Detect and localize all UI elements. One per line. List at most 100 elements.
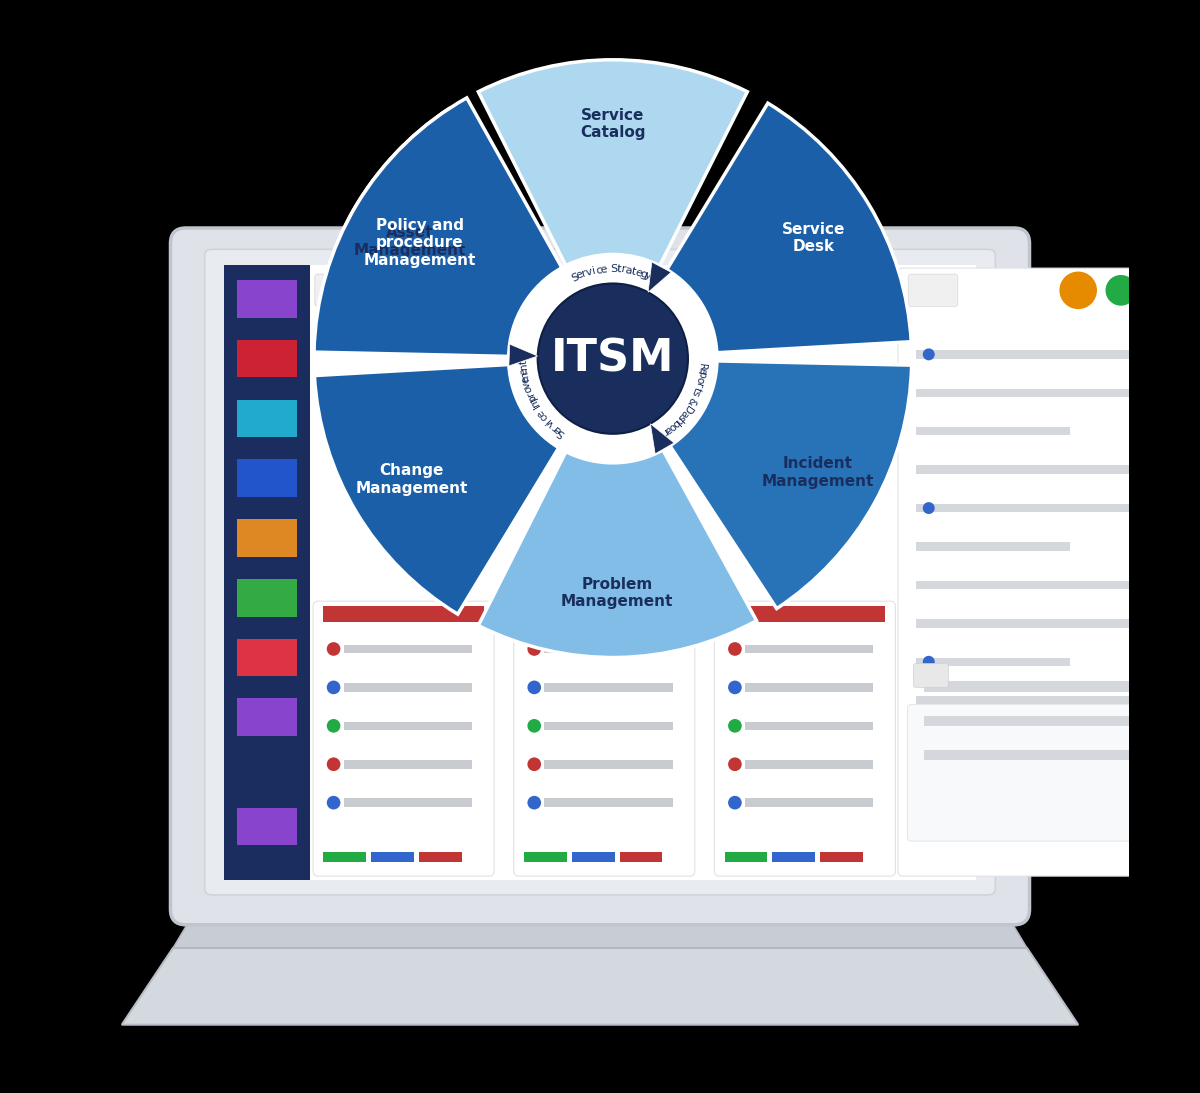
Text: e: e <box>696 367 707 375</box>
Bar <box>545 645 672 654</box>
Text: m: m <box>518 369 530 381</box>
Bar <box>238 638 296 677</box>
Text: p: p <box>695 372 707 379</box>
Bar <box>745 760 874 768</box>
Bar <box>745 721 874 730</box>
Bar <box>619 853 662 862</box>
Bar <box>323 607 484 622</box>
Text: t: t <box>692 385 703 392</box>
Wedge shape <box>479 450 756 658</box>
Text: a: a <box>678 408 690 419</box>
Bar <box>238 808 296 845</box>
Text: t: t <box>617 265 622 274</box>
Bar <box>545 760 672 768</box>
Circle shape <box>528 719 541 732</box>
Bar <box>916 427 1069 435</box>
Text: m: m <box>527 395 541 409</box>
Text: e: e <box>535 408 547 419</box>
Polygon shape <box>173 905 1027 948</box>
Circle shape <box>728 719 742 732</box>
Text: e: e <box>552 423 563 435</box>
Wedge shape <box>314 365 559 614</box>
Bar <box>238 698 296 736</box>
Text: o: o <box>666 421 677 433</box>
Text: b: b <box>668 418 680 430</box>
Text: h: h <box>672 414 684 426</box>
Circle shape <box>528 643 541 656</box>
Bar <box>545 798 672 807</box>
Text: o: o <box>695 376 706 385</box>
Text: Change
Management: Change Management <box>355 463 468 496</box>
Circle shape <box>528 796 541 810</box>
Bar <box>924 716 1164 726</box>
Bar <box>916 542 1069 551</box>
Text: Asset
Management: Asset Management <box>354 225 466 258</box>
Circle shape <box>326 796 341 810</box>
Text: i: i <box>542 415 552 424</box>
Bar <box>821 853 863 862</box>
Bar <box>545 721 672 730</box>
Wedge shape <box>314 108 556 353</box>
Text: a: a <box>662 423 673 435</box>
Circle shape <box>923 349 935 361</box>
Bar <box>916 734 1172 743</box>
Text: e: e <box>518 367 529 375</box>
Bar <box>524 607 684 622</box>
Circle shape <box>728 681 742 694</box>
Bar <box>916 773 1069 781</box>
Text: d: d <box>655 428 666 440</box>
Text: n: n <box>518 363 529 371</box>
Circle shape <box>1060 271 1097 309</box>
Text: I: I <box>532 401 541 409</box>
Text: Problem
Management: Problem Management <box>560 577 673 610</box>
Text: c: c <box>595 265 602 275</box>
Bar <box>916 619 1172 627</box>
Bar <box>916 504 1172 513</box>
Text: e: e <box>520 376 532 385</box>
Text: i: i <box>592 266 596 277</box>
Text: o: o <box>522 384 534 393</box>
Circle shape <box>538 283 688 434</box>
Polygon shape <box>122 948 1078 1025</box>
Text: e: e <box>634 267 643 279</box>
Bar <box>916 350 1172 359</box>
Text: r: r <box>524 389 535 397</box>
FancyBboxPatch shape <box>907 705 1198 842</box>
Circle shape <box>728 796 742 810</box>
FancyBboxPatch shape <box>514 601 695 877</box>
Text: t: t <box>518 360 528 364</box>
Polygon shape <box>648 262 671 292</box>
Text: r: r <box>660 426 668 437</box>
FancyBboxPatch shape <box>170 228 1030 925</box>
Text: ITSM: ITSM <box>551 337 674 380</box>
Bar <box>924 750 1164 760</box>
Bar <box>916 466 1172 474</box>
Bar <box>924 681 1164 692</box>
Circle shape <box>923 502 935 514</box>
Bar <box>745 798 874 807</box>
FancyBboxPatch shape <box>205 249 995 895</box>
Text: s: s <box>690 389 701 398</box>
Text: e: e <box>600 265 607 274</box>
Wedge shape <box>509 255 716 462</box>
Bar <box>238 400 296 437</box>
Bar <box>344 645 472 654</box>
Bar <box>773 853 815 862</box>
Bar <box>916 388 1172 397</box>
Text: g: g <box>638 269 648 280</box>
Bar <box>224 265 976 880</box>
FancyBboxPatch shape <box>898 268 1200 877</box>
Text: s: s <box>676 411 686 422</box>
Bar <box>323 853 366 862</box>
Circle shape <box>923 656 935 668</box>
Bar <box>916 580 1172 589</box>
Text: t: t <box>630 266 637 277</box>
Bar <box>371 853 414 862</box>
Bar <box>916 658 1069 666</box>
Bar <box>238 280 296 318</box>
Text: &: & <box>685 396 698 408</box>
Text: R: R <box>697 363 708 371</box>
Bar <box>725 853 767 862</box>
Text: r: r <box>694 381 704 388</box>
Text: Service
Catalog: Service Catalog <box>580 108 646 140</box>
